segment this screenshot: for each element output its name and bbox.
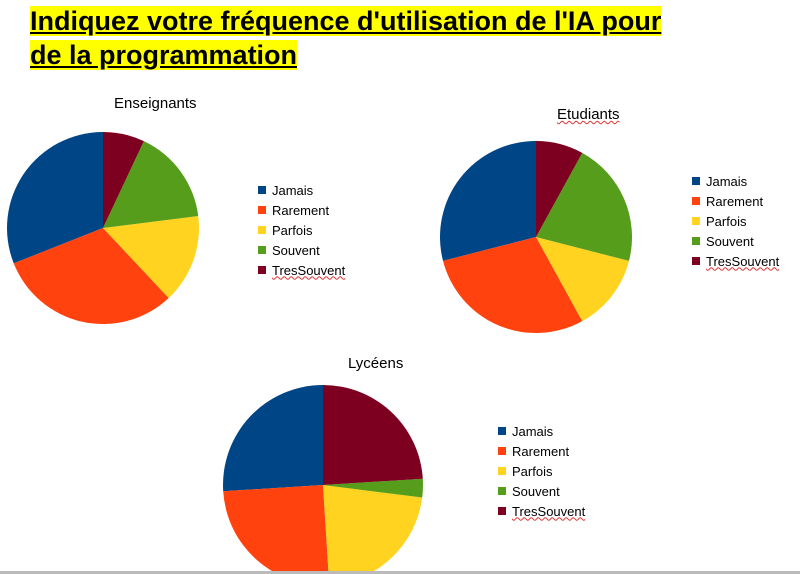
title-line-2: de la programmation — [30, 40, 298, 70]
legend-label: Rarement — [706, 193, 764, 209]
title-line-1: Indiquez votre fréquence d'utilisation d… — [30, 6, 662, 36]
legend-item-parfois: Parfois — [498, 461, 585, 481]
legend-swatch — [258, 186, 266, 194]
chart-title-lyceens: Lycéens — [348, 355, 404, 372]
legend-lyceens: Jamais Rarement Parfois Souvent TresSouvent — [498, 421, 585, 521]
pie-lyceens — [222, 385, 424, 574]
legend-item-tressouvent: TresSouvent — [258, 260, 345, 280]
legend-label: Souvent — [512, 483, 560, 499]
legend-label: Parfois — [512, 463, 553, 479]
legend-item-souvent: Souvent — [498, 481, 585, 501]
legend-item-souvent: Souvent — [258, 240, 345, 260]
legend-label: TresSouvent — [706, 253, 780, 269]
legend-item-rarement: Rarement — [498, 441, 585, 461]
legend-label: Parfois — [706, 213, 747, 229]
pie-slice-rarement — [443, 237, 583, 334]
legend-item-rarement: Rarement — [258, 200, 345, 220]
legend-label: Parfois — [272, 222, 313, 238]
pie-etudiants — [440, 141, 633, 334]
legend-swatch — [692, 217, 700, 225]
legend-label: Jamais — [706, 173, 748, 189]
legend-item-jamais: Jamais — [498, 421, 585, 441]
legend-label: Souvent — [706, 233, 754, 249]
bottom-border — [0, 571, 800, 574]
pie-slice-rarement — [223, 485, 329, 574]
legend-item-souvent: Souvent — [692, 231, 779, 251]
pie-slice-souvent — [536, 152, 633, 261]
pie-slice-parfois — [103, 215, 199, 298]
pie-slice-tressouvent — [536, 141, 583, 237]
legend-item-parfois: Parfois — [258, 220, 345, 240]
pie-slice-jamais — [440, 141, 536, 261]
pie-slice-tressouvent — [323, 385, 423, 485]
legend-label: Rarement — [272, 202, 330, 218]
legend-label: TresSouvent — [272, 262, 346, 278]
legend-etudiants: Jamais Rarement Parfois Souvent TresSouvent — [692, 171, 779, 271]
pie-slice-souvent — [323, 478, 424, 498]
legend-item-jamais: Jamais — [258, 180, 345, 200]
legend-swatch — [498, 467, 506, 475]
legend-item-parfois: Parfois — [692, 211, 779, 231]
legend-item-jamais: Jamais — [692, 171, 779, 191]
legend-enseignants: Jamais Rarement Parfois Souvent TresSouvent — [258, 180, 345, 280]
legend-swatch — [692, 197, 700, 205]
pie-slice-jamais — [222, 385, 323, 492]
pie-slice-jamais — [6, 132, 103, 264]
legend-swatch — [258, 246, 266, 254]
legend-swatch — [498, 487, 506, 495]
legend-swatch — [258, 206, 266, 214]
pie-slice-souvent — [103, 141, 199, 228]
legend-swatch — [692, 257, 700, 265]
legend-swatch — [498, 427, 506, 435]
legend-swatch — [258, 226, 266, 234]
legend-label: Souvent — [272, 242, 320, 258]
legend-swatch — [498, 447, 506, 455]
pie-slice-tressouvent — [103, 132, 144, 228]
legend-label: Jamais — [512, 423, 554, 439]
legend-label: TresSouvent — [512, 503, 586, 519]
legend-swatch — [258, 266, 266, 274]
legend-item-tressouvent: TresSouvent — [498, 501, 585, 521]
legend-swatch — [692, 237, 700, 245]
chart-title-etudiants: Etudiants — [557, 106, 620, 123]
slide-title: Indiquez votre fréquence d'utilisation d… — [30, 4, 662, 72]
legend-swatch — [692, 177, 700, 185]
pie-slice-rarement — [13, 228, 169, 325]
chart-title-enseignants: Enseignants — [114, 95, 197, 112]
pie-slice-parfois — [536, 237, 629, 322]
legend-item-tressouvent: TresSouvent — [692, 251, 779, 271]
legend-swatch — [498, 507, 506, 515]
legend-label: Rarement — [512, 443, 570, 459]
legend-item-rarement: Rarement — [692, 191, 779, 211]
legend-label: Jamais — [272, 182, 314, 198]
pie-enseignants — [6, 132, 199, 325]
pie-slice-parfois — [323, 485, 423, 574]
